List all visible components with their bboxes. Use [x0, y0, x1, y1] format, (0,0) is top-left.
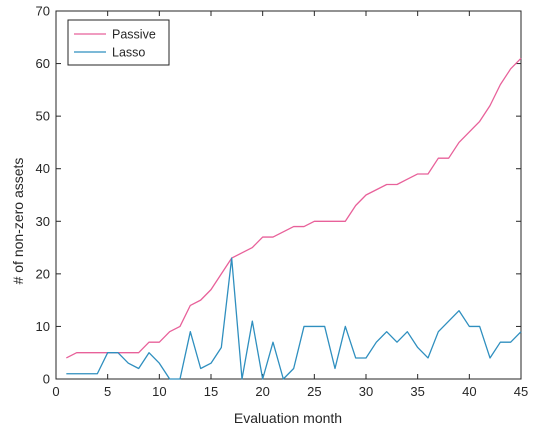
legend-box [67, 19, 170, 66]
y-tick-label: 60 [36, 56, 50, 71]
series-line-passive [66, 57, 522, 359]
y-tick-label: 0 [43, 372, 50, 387]
y-tick-label: 20 [36, 266, 50, 281]
series-line-lasso [66, 257, 522, 380]
x-tick-label: 35 [410, 384, 424, 399]
plot-frame [55, 10, 522, 380]
legend-label-lasso: Lasso [112, 46, 145, 60]
x-tick-label: 10 [152, 384, 166, 399]
y-tick-label: 50 [36, 109, 50, 124]
y-tick-label: 70 [36, 4, 50, 19]
x-tick-label: 5 [104, 384, 111, 399]
x-tick-label: 25 [307, 384, 321, 399]
x-tick-label: 0 [52, 384, 59, 399]
y-tick-label: 30 [36, 214, 50, 229]
axes: 0 5 10 15 20 25 30 35 40 45 0 10 20 30 40 50 60 70 [36, 4, 529, 400]
x-tick-label: 45 [514, 384, 528, 399]
x-tick-label: 15 [204, 384, 218, 399]
x-tick-label: 40 [462, 384, 476, 399]
legend-label-passive: Passive [112, 28, 156, 42]
y-tick-label: 40 [36, 161, 50, 176]
x-tick-label: 20 [255, 384, 269, 399]
x-tick-label: 30 [359, 384, 373, 399]
x-axis-label: Evaluation month [234, 410, 342, 426]
y-tick-label: 10 [36, 319, 50, 334]
y-axis-label: # of non-zero assets [10, 158, 26, 285]
legend: Passive Lasso [67, 19, 170, 66]
series-lines [66, 57, 522, 380]
